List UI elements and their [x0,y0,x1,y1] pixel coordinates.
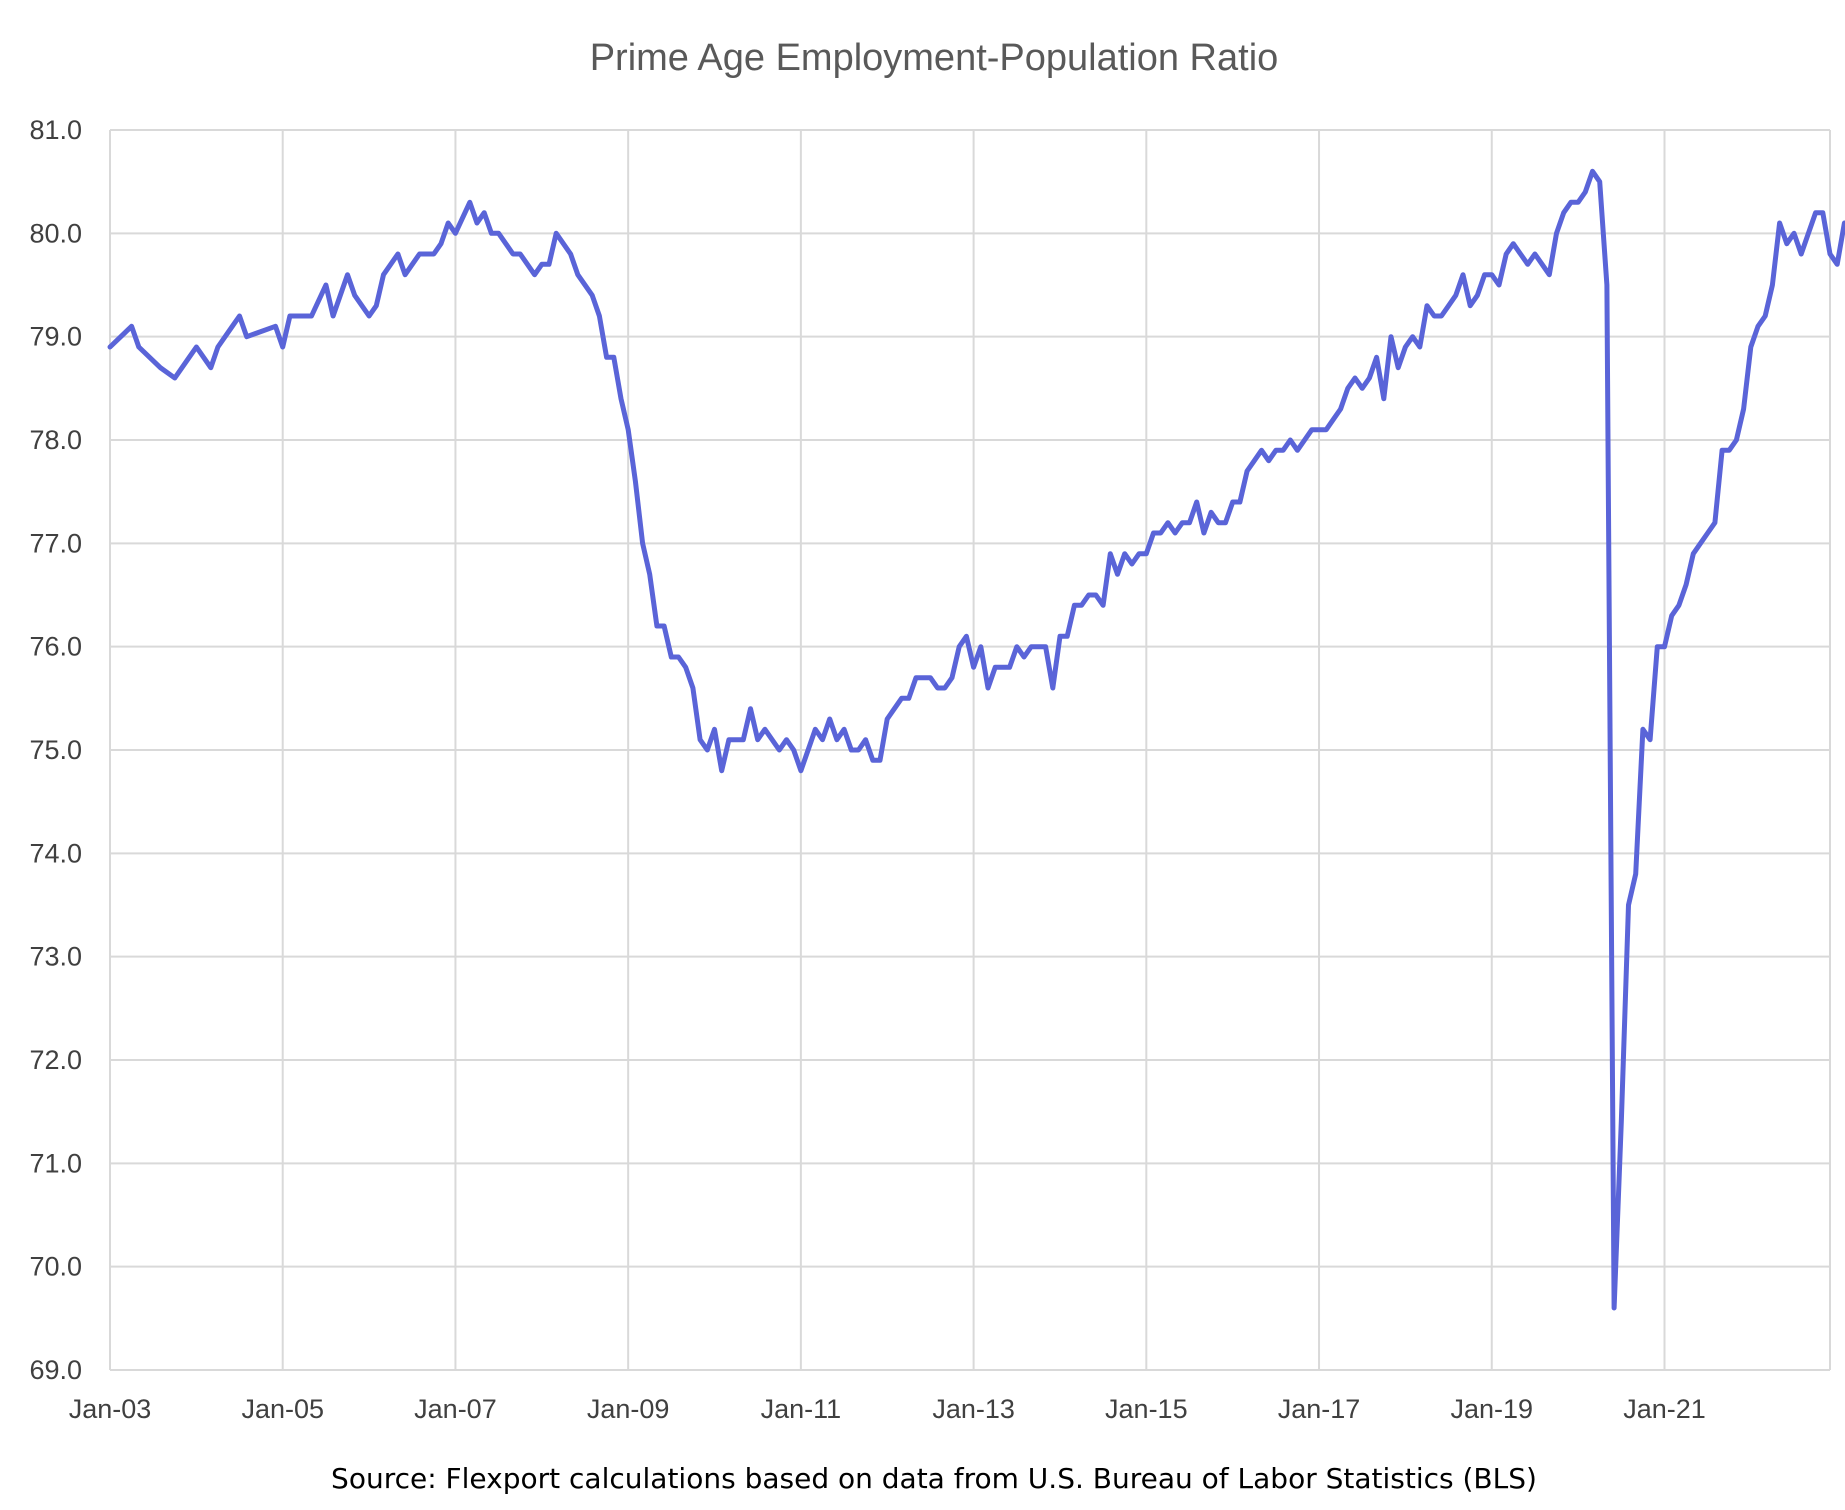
y-tick-label: 74.0 [29,838,82,868]
x-tick-label: Jan-09 [587,1394,670,1424]
gridlines [109,129,1831,1371]
x-tick-label: Jan-07 [414,1394,497,1424]
y-tick-label: 80.0 [29,218,82,248]
y-axis-tick-labels: 69.0 70.0 71.0 72.0 73.0 74.0 75.0 76.0 77.0 78.0… [29,115,82,1385]
y-tick-label: 73.0 [29,942,82,972]
x-tick-label: Jan-05 [241,1394,324,1424]
x-tick-label: Jan-03 [69,1394,152,1424]
y-tick-label: 77.0 [29,528,82,558]
y-tick-label: 69.0 [29,1355,82,1385]
x-tick-label: Jan-11 [761,1394,842,1424]
x-tick-label: Jan-15 [1105,1394,1188,1424]
chart-title: Prime Age Employment-Population Ratio [590,37,1279,79]
y-tick-label: 79.0 [29,322,82,352]
x-axis-tick-labels: Jan-03 Jan-05 Jan-07 Jan-09 Jan-11 Jan-13 Jan-… [69,1394,1706,1424]
y-tick-label: 71.0 [29,1148,82,1178]
y-tick-label: 70.0 [29,1252,82,1282]
source-note: Source: Flexport calculations based on d… [331,1462,1537,1495]
y-tick-label: 75.0 [29,735,82,765]
series-layer [107,168,1845,1311]
x-tick-label: Jan-19 [1450,1394,1533,1424]
series-line [107,168,1845,1311]
x-tick-label: Jan-17 [1278,1394,1361,1424]
y-tick-label: 81.0 [29,115,82,145]
x-tick-label: Jan-13 [932,1394,1015,1424]
x-tick-label: Jan-21 [1623,1394,1706,1424]
y-tick-label: 78.0 [29,425,82,455]
y-tick-label: 72.0 [29,1045,82,1075]
y-tick-label: 76.0 [29,632,82,662]
